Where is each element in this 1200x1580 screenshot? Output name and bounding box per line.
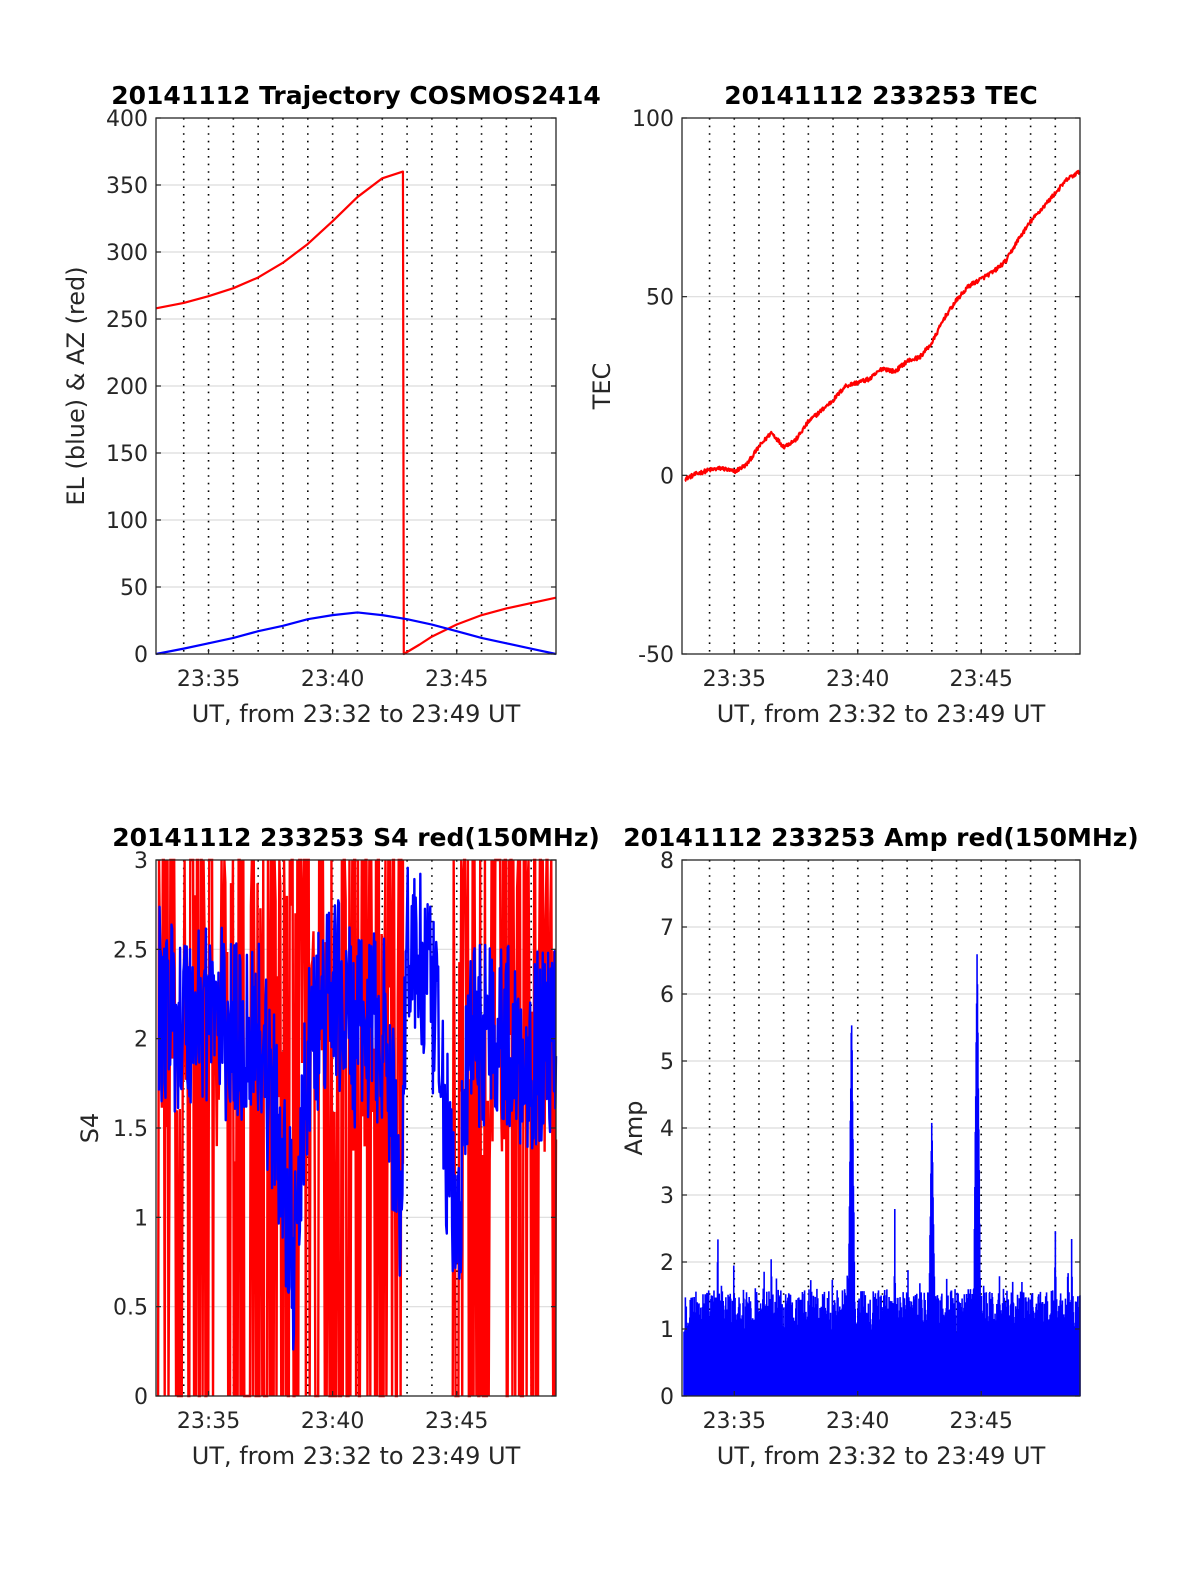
y-tick-label: 0 bbox=[134, 643, 148, 668]
y-tick-label: -50 bbox=[638, 643, 674, 668]
amp-panel: 0 1 2 3 4 5 6 7 8 23:35 23:40 23:45 20141112 233253… bbox=[620, 823, 1139, 1470]
tec-ticks: -50 0 50 100 23:35 23:40 23:45 bbox=[632, 107, 1080, 692]
x-tick-label: 23:45 bbox=[425, 667, 488, 692]
y-tick-label: 400 bbox=[106, 107, 148, 132]
amp-title: 20141112 233253 Amp red(150MHz) bbox=[623, 823, 1139, 852]
y-tick-label: 350 bbox=[106, 174, 148, 199]
y-tick-label: 0 bbox=[134, 1385, 148, 1410]
y-tick-label: 50 bbox=[646, 286, 674, 311]
y-tick-label: 3 bbox=[660, 1184, 674, 1209]
trajectory-x-label: UT, from 23:32 to 23:49 UT bbox=[192, 700, 521, 728]
y-tick-label: 3 bbox=[134, 849, 148, 874]
x-tick-label: 23:40 bbox=[301, 667, 364, 692]
x-tick-label: 23:40 bbox=[301, 1409, 364, 1434]
y-tick-label: 300 bbox=[106, 241, 148, 266]
trajectory-series-line-1 bbox=[155, 611, 557, 656]
x-tick-label: 23:40 bbox=[826, 667, 889, 692]
tec-y-label: TEC bbox=[588, 363, 616, 411]
x-tick-label: 23:45 bbox=[950, 667, 1013, 692]
tec-grid bbox=[682, 118, 1080, 654]
y-tick-label: 150 bbox=[106, 442, 148, 467]
y-tick-label: 2 bbox=[134, 1028, 148, 1053]
y-tick-label: 0 bbox=[660, 1385, 674, 1410]
trajectory-ticks: 0 50 100 150 200 250 300 350 400 23:35 23:40 23:45 bbox=[106, 107, 556, 692]
tec-series-line-0 bbox=[684, 169, 1081, 482]
y-tick-label: 4 bbox=[660, 1117, 674, 1142]
tec-panel: -50 0 50 100 23:35 23:40 23:45 20141112 233253… bbox=[588, 81, 1081, 728]
tec-axes-frame bbox=[681, 117, 1081, 655]
x-tick-label: 23:45 bbox=[425, 1409, 488, 1434]
y-tick-label: 2.5 bbox=[113, 938, 148, 963]
amp-series-envelope-0 bbox=[683, 954, 1081, 1396]
amp-x-label: UT, from 23:32 to 23:49 UT bbox=[717, 1442, 1046, 1470]
y-tick-label: 5 bbox=[660, 1050, 674, 1075]
trajectory-title: 20141112 Trajectory COSMOS2414 bbox=[111, 81, 601, 110]
y-tick-label: 7 bbox=[660, 916, 674, 941]
y-tick-label: 0.5 bbox=[113, 1296, 148, 1321]
amp-series bbox=[683, 954, 1081, 1396]
amp-ticks: 0 1 2 3 4 5 6 7 8 23:35 23:40 23:45 bbox=[660, 849, 1080, 1434]
s4-panel: 0 0.5 1 1.5 2 2.5 3 23:35 23:40 23:45 20141112 23… bbox=[76, 823, 600, 1470]
y-tick-label: 6 bbox=[660, 983, 674, 1008]
y-tick-label: 1 bbox=[660, 1318, 674, 1343]
x-tick-label: 23:35 bbox=[177, 1409, 240, 1434]
amp-y-label: Amp bbox=[620, 1100, 648, 1155]
trajectory-series-line-0 bbox=[155, 170, 557, 656]
x-tick-label: 23:35 bbox=[703, 667, 766, 692]
tec-series bbox=[684, 169, 1081, 482]
s4-title: 20141112 233253 S4 red(150MHz) bbox=[112, 823, 600, 852]
y-tick-label: 1 bbox=[134, 1206, 148, 1231]
x-tick-label: 23:40 bbox=[826, 1409, 889, 1434]
y-tick-label: 2 bbox=[660, 1251, 674, 1276]
x-tick-label: 23:45 bbox=[950, 1409, 1013, 1434]
y-tick-label: 100 bbox=[106, 509, 148, 534]
x-tick-label: 23:35 bbox=[177, 667, 240, 692]
x-tick-label: 23:35 bbox=[703, 1409, 766, 1434]
y-tick-label: 250 bbox=[106, 308, 148, 333]
tec-plot-area bbox=[682, 118, 1080, 654]
y-tick-label: 200 bbox=[106, 375, 148, 400]
trajectory-series bbox=[155, 170, 557, 656]
tec-title: 20141112 233253 TEC bbox=[724, 81, 1037, 110]
y-tick-label: 1.5 bbox=[113, 1117, 148, 1142]
s4-series-noisy-1 bbox=[157, 866, 558, 1351]
trajectory-grid bbox=[156, 118, 556, 654]
trajectory-y-label: EL (blue) & AZ (red) bbox=[62, 266, 90, 505]
y-tick-label: 50 bbox=[120, 576, 148, 601]
s4-y-label: S4 bbox=[76, 1113, 104, 1144]
y-tick-label: 100 bbox=[632, 107, 674, 132]
y-tick-label: 8 bbox=[660, 849, 674, 874]
s4-x-label: UT, from 23:32 to 23:49 UT bbox=[192, 1442, 521, 1470]
y-tick-label: 0 bbox=[660, 464, 674, 489]
s4-ticks: 0 0.5 1 1.5 2 2.5 3 23:35 23:40 23:45 bbox=[113, 849, 556, 1434]
tec-x-label: UT, from 23:32 to 23:49 UT bbox=[717, 700, 1046, 728]
